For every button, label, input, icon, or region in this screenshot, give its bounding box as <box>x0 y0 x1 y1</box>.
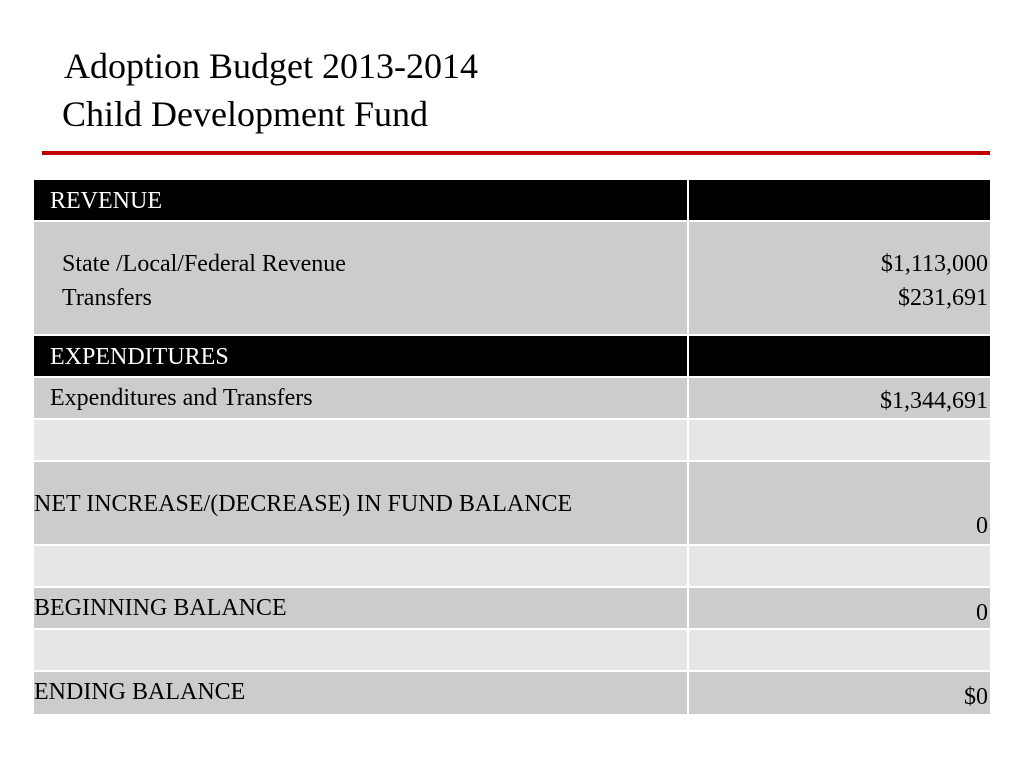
revenue-item-label: State /Local/Federal Revenue <box>62 251 346 277</box>
revenue-item-label: Transfers <box>62 285 152 311</box>
spacer-row <box>34 546 990 588</box>
ending-balance-row: ENDING BALANCE $0 <box>34 672 990 714</box>
revenue-header-row: REVENUE <box>34 180 990 222</box>
net-change-row: NET INCREASE/(DECREASE) IN FUND BALANCE … <box>34 462 990 546</box>
title-line-1: Adoption Budget 2013-2014 <box>64 46 478 86</box>
net-change-label: NET INCREASE/(DECREASE) IN FUND BALANCE <box>34 491 573 517</box>
revenue-items-row: State /Local/Federal Revenue Transfers $… <box>34 222 990 336</box>
expenditures-label: Expenditures and Transfers <box>50 385 313 411</box>
ending-balance-value: $0 <box>964 684 988 710</box>
budget-table: REVENUE State /Local/Federal Revenue Tra… <box>34 180 990 714</box>
spacer-row <box>34 420 990 462</box>
expenditures-row: Expenditures and Transfers $1,344,691 <box>34 378 990 420</box>
beginning-balance-row: BEGINNING BALANCE 0 <box>34 588 990 630</box>
title-divider <box>42 151 990 155</box>
expenditures-value: $1,344,691 <box>880 388 988 414</box>
revenue-item-value: $231,691 <box>898 285 988 311</box>
slide-title: Adoption Budget 2013-2014 Child Developm… <box>62 42 478 138</box>
beginning-balance-label: BEGINNING BALANCE <box>34 595 287 621</box>
revenue-header: REVENUE <box>50 188 162 214</box>
title-line-2: Child Development Fund <box>62 94 428 134</box>
net-change-value: 0 <box>976 513 988 539</box>
spacer-row <box>34 630 990 672</box>
expenditures-header-row: EXPENDITURES <box>34 336 990 378</box>
beginning-balance-value: 0 <box>976 600 988 626</box>
expenditures-header: EXPENDITURES <box>50 344 229 370</box>
revenue-item-value: $1,113,000 <box>880 251 988 277</box>
ending-balance-label: ENDING BALANCE <box>34 679 246 705</box>
